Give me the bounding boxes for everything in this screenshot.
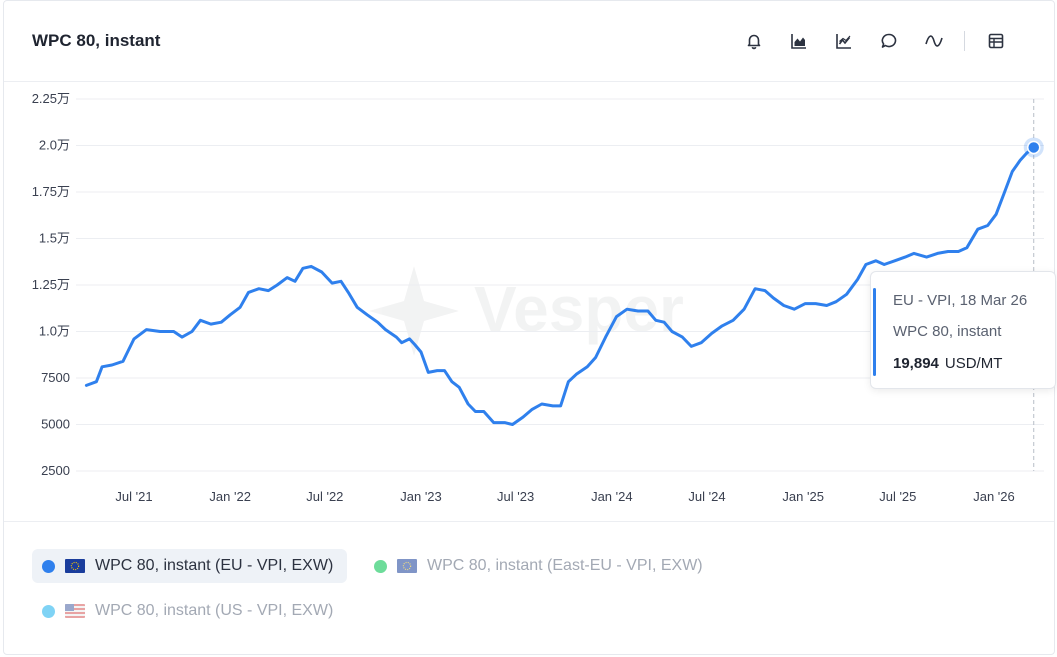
x-tick-label: Jan '24 xyxy=(591,489,633,504)
eu-flag-icon xyxy=(397,559,417,573)
tooltip-value: 19,894 xyxy=(893,355,939,372)
legend-item-east-eu[interactable]: WPC 80, instant (East-EU - VPI, EXW) xyxy=(364,549,703,583)
alert-button[interactable] xyxy=(731,29,776,53)
y-tick-label: 2.0万 xyxy=(39,138,70,153)
toolbar-divider xyxy=(964,31,965,51)
eu-flag-icon xyxy=(65,559,85,573)
tooltip-product: WPC 80, instant xyxy=(893,323,1002,340)
y-tick-label: 2.25万 xyxy=(32,91,70,106)
y-axis: 2.25万 2.0万 1.75万 1.5万 1.25万 1.0万 7500 5000 2500 xyxy=(32,91,70,478)
y-tick-label: 7500 xyxy=(41,370,70,385)
area-chart-button[interactable] xyxy=(776,29,821,53)
x-tick-label: Jul '23 xyxy=(497,489,534,504)
line-chart-icon xyxy=(835,34,851,49)
chart-title: WPC 80, instant xyxy=(32,31,161,50)
legend-label: WPC 80, instant (EU - VPI, EXW) xyxy=(95,557,334,574)
x-tick-label: Jul '24 xyxy=(688,489,725,504)
y-tick-label: 1.0万 xyxy=(39,324,70,339)
watermark-text: Vesper xyxy=(474,273,684,345)
x-tick-label: Jan '25 xyxy=(782,489,824,504)
tooltip: EU - VPI, 18 Mar 26 WPC 80, instant 19,8… xyxy=(870,271,1056,389)
series-layer xyxy=(84,146,1036,426)
legend-label: WPC 80, instant (US - VPI, EXW) xyxy=(95,602,334,619)
x-tick-label: Jan '22 xyxy=(209,489,251,504)
legend-item-eu[interactable]: WPC 80, instant (EU - VPI, EXW) xyxy=(32,549,348,583)
legend-dot xyxy=(42,604,55,618)
chart-card: WPC 80, instant xyxy=(3,0,1056,656)
y-tick-label: 1.25万 xyxy=(32,277,70,292)
us-flag-icon xyxy=(65,604,85,618)
chart-area: Vesper 2.25万 2.0万 1.75万 1.5万 1.25万 1.0万 7500 50… xyxy=(4,81,1054,522)
tooltip-series-label: EU - VPI, 18 Mar 26 xyxy=(893,292,1028,309)
x-tick-label: Jan '26 xyxy=(973,489,1015,504)
smoothing-button[interactable] xyxy=(911,29,956,53)
legend-label: WPC 80, instant (East-EU - VPI, EXW) xyxy=(427,557,703,574)
hover-point[interactable] xyxy=(1026,140,1041,155)
chart-toolbar xyxy=(731,29,1018,53)
bell-icon xyxy=(747,34,760,50)
tooltip-unit: USD/MT xyxy=(944,355,1003,372)
x-tick-label: Jan '23 xyxy=(400,489,442,504)
legend-item-us[interactable]: WPC 80, instant (US - VPI, EXW) xyxy=(32,594,333,628)
legend: WPC 80, instant (EU - VPI, EXW) WPC 80, … xyxy=(4,521,1054,656)
comment-button[interactable] xyxy=(866,29,911,53)
y-tick-label: 2500 xyxy=(41,463,70,478)
line-chart-button[interactable] xyxy=(821,29,866,53)
legend-dot xyxy=(374,559,387,573)
series-line-eu[interactable] xyxy=(84,146,1036,426)
wave-icon xyxy=(924,35,943,47)
tooltip-color-bar xyxy=(873,288,876,376)
y-tick-label: 5000 xyxy=(41,417,70,432)
comment-icon xyxy=(881,33,896,48)
area-chart-icon xyxy=(790,34,806,49)
table-icon xyxy=(988,33,1003,49)
x-tick-label: Jul '25 xyxy=(879,489,916,504)
x-tick-label: Jul '21 xyxy=(115,489,152,504)
y-tick-label: 1.5万 xyxy=(39,231,70,246)
y-tick-label: 1.75万 xyxy=(32,184,70,199)
legend-dot xyxy=(42,559,55,573)
chart-header: WPC 80, instant xyxy=(4,1,1054,82)
x-axis: Jul '21 Jan '22 Jul '22 Jan '23 Jul '23 Jan '… xyxy=(115,489,1014,504)
x-tick-label: Jul '22 xyxy=(306,489,343,504)
tooltip-value-line: 19,894 USD/MT xyxy=(893,355,1002,372)
table-view-button[interactable] xyxy=(973,29,1018,53)
line-chart[interactable]: Vesper 2.25万 2.0万 1.75万 1.5万 1.25万 1.0万 7500 50… xyxy=(4,81,1054,521)
